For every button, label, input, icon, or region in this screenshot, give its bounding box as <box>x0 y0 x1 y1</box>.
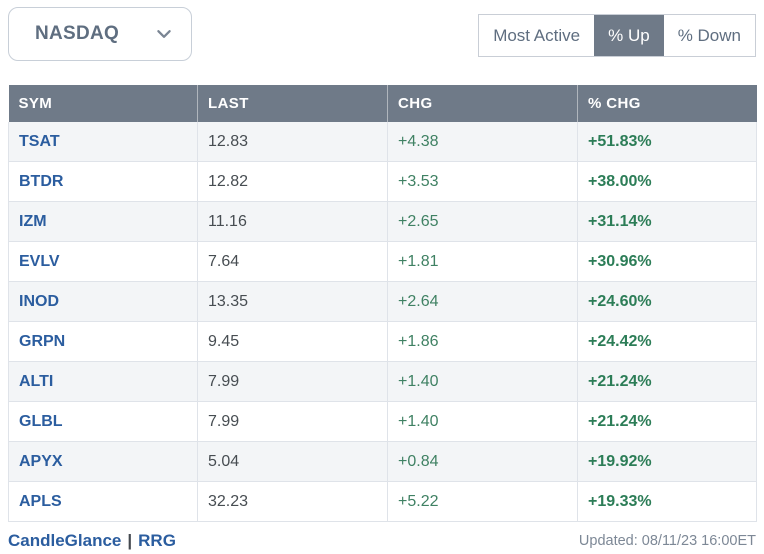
table-row: TSAT 12.83 +4.38 +51.83% <box>8 122 757 162</box>
symbol-link[interactable]: INOD <box>8 281 198 322</box>
percent-change-value: +51.83% <box>577 122 757 162</box>
updated-timestamp: Updated: 08/11/23 16:00ET <box>578 533 756 549</box>
change-value: +1.86 <box>387 321 578 362</box>
table-row: APYX 5.04 +0.84 +19.92% <box>8 441 757 482</box>
last-value: 12.83 <box>197 122 388 162</box>
percent-change-value: +24.42% <box>577 321 757 362</box>
gainers-table: SYM LAST CHG % CHG TSAT 12.83 +4.38 +51.… <box>8 85 757 522</box>
table-header: SYM LAST CHG % CHG <box>8 85 757 122</box>
last-value: 5.04 <box>197 441 388 482</box>
change-value: +5.22 <box>387 481 578 522</box>
filter-button-group: Most Active % Up % Down <box>478 14 756 57</box>
change-value: +1.40 <box>387 361 578 402</box>
last-value: 11.16 <box>197 201 388 242</box>
rrg-link[interactable]: RRG <box>138 531 176 550</box>
last-value: 7.64 <box>197 241 388 282</box>
symbol-link[interactable]: GLBL <box>8 401 198 442</box>
last-value: 12.82 <box>197 161 388 202</box>
percent-change-value: +30.96% <box>577 241 757 282</box>
symbol-link[interactable]: IZM <box>8 201 198 242</box>
change-value: +3.53 <box>387 161 578 202</box>
filter-pct-up-button[interactable]: % Up <box>594 15 664 56</box>
exchange-dropdown[interactable]: NASDAQ <box>8 7 192 61</box>
change-value: +0.84 <box>387 441 578 482</box>
column-header-pct-chg: % CHG <box>577 85 757 122</box>
change-value: +1.81 <box>387 241 578 282</box>
topbar: NASDAQ Most Active % Up % Down <box>8 7 756 69</box>
percent-change-value: +24.60% <box>577 281 757 322</box>
column-header-sym: SYM <box>8 85 198 122</box>
change-value: +2.65 <box>387 201 578 242</box>
percent-change-value: +38.00% <box>577 161 757 202</box>
table-row: GRPN 9.45 +1.86 +24.42% <box>8 321 757 362</box>
percent-change-value: +31.14% <box>577 201 757 242</box>
change-value: +1.40 <box>387 401 578 442</box>
column-header-chg: CHG <box>387 85 578 122</box>
chevron-down-icon <box>155 25 173 43</box>
footer: CandleGlance | RRG Updated: 08/11/23 16:00… <box>8 531 756 551</box>
footer-links: CandleGlance | RRG <box>8 531 176 551</box>
table-row: GLBL 7.99 +1.40 +21.24% <box>8 401 757 442</box>
table-row: EVLV 7.64 +1.81 +30.96% <box>8 241 757 282</box>
table-row: IZM 11.16 +2.65 +31.14% <box>8 201 757 242</box>
table-row: APLS 32.23 +5.22 +19.33% <box>8 481 757 522</box>
last-value: 7.99 <box>197 401 388 442</box>
filter-pct-down-button[interactable]: % Down <box>663 15 755 56</box>
last-value: 13.35 <box>197 281 388 322</box>
symbol-link[interactable]: ALTI <box>8 361 198 402</box>
column-header-last: LAST <box>197 85 388 122</box>
table-row: ALTI 7.99 +1.40 +21.24% <box>8 361 757 402</box>
percent-change-value: +21.24% <box>577 401 757 442</box>
change-value: +2.64 <box>387 281 578 322</box>
symbol-link[interactable]: EVLV <box>8 241 198 282</box>
footer-links-separator: | <box>127 531 133 550</box>
symbol-link[interactable]: APYX <box>8 441 198 482</box>
filter-most-active-button[interactable]: Most Active <box>479 15 595 56</box>
exchange-dropdown-value: NASDAQ <box>35 23 120 44</box>
table-row: INOD 13.35 +2.64 +24.60% <box>8 281 757 322</box>
percent-change-value: +21.24% <box>577 361 757 402</box>
table-row: BTDR 12.82 +3.53 +38.00% <box>8 161 757 202</box>
change-value: +4.38 <box>387 122 578 162</box>
candleglance-link[interactable]: CandleGlance <box>8 531 122 550</box>
last-value: 7.99 <box>197 361 388 402</box>
symbol-link[interactable]: APLS <box>8 481 198 522</box>
percent-change-value: +19.33% <box>577 481 757 522</box>
percent-change-value: +19.92% <box>577 441 757 482</box>
last-value: 9.45 <box>197 321 388 362</box>
symbol-link[interactable]: BTDR <box>8 161 198 202</box>
last-value: 32.23 <box>197 481 388 522</box>
symbol-link[interactable]: TSAT <box>8 122 198 162</box>
symbol-link[interactable]: GRPN <box>8 321 198 362</box>
